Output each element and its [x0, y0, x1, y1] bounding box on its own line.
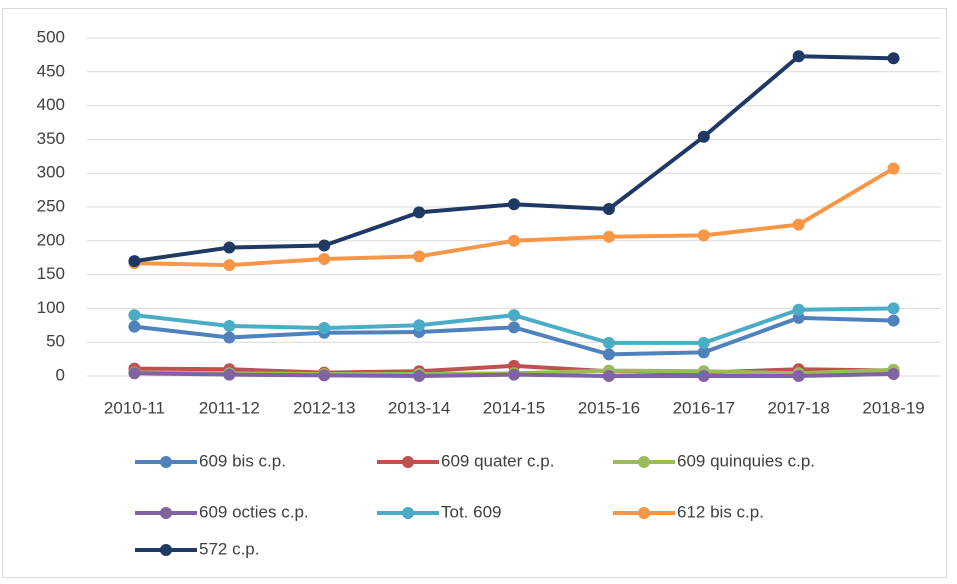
legend-swatch-marker — [402, 507, 414, 519]
legend-swatch-marker — [402, 456, 414, 468]
x-tick-label: 2010-11 — [104, 398, 165, 417]
legend-swatch-marker — [160, 507, 172, 519]
point — [413, 319, 426, 332]
point — [602, 336, 615, 349]
legend-swatch-marker — [638, 456, 650, 468]
y-tick-label: 250 — [37, 196, 65, 215]
y-tick-label: 150 — [37, 264, 65, 283]
legend-label: 609 quinquies c.p. — [677, 451, 815, 470]
y-tick-label: 0 — [56, 365, 65, 384]
point — [697, 336, 710, 349]
point — [318, 369, 331, 382]
y-tick-label: 350 — [37, 129, 65, 148]
point — [792, 50, 805, 63]
point — [602, 230, 615, 243]
point — [413, 370, 426, 382]
point — [697, 130, 710, 143]
point — [792, 370, 805, 382]
x-tick-label: 2011-12 — [199, 398, 260, 417]
x-tick-label: 2017-18 — [767, 398, 829, 417]
legend-swatch-marker — [160, 544, 172, 556]
point — [697, 346, 710, 359]
point — [508, 321, 520, 334]
point — [318, 253, 331, 266]
point — [128, 255, 141, 268]
point — [508, 368, 520, 381]
chart-frame — [2, 8, 947, 578]
point — [792, 218, 805, 231]
x-tick-label: 2016-17 — [673, 398, 735, 417]
point — [223, 259, 236, 272]
y-tick-label: 200 — [37, 230, 65, 249]
y-tick-label: 400 — [37, 95, 65, 114]
legend-label: 609 quater c.p. — [441, 451, 554, 470]
x-tick-label: 2015-16 — [578, 398, 640, 417]
point — [887, 302, 900, 315]
point — [508, 309, 520, 322]
point — [887, 367, 900, 380]
point — [128, 367, 141, 380]
point — [413, 206, 426, 219]
point — [697, 370, 710, 382]
y-tick-label: 100 — [37, 298, 65, 317]
x-tick-label: 2013-14 — [388, 398, 450, 417]
y-tick-label: 450 — [37, 61, 65, 80]
x-tick-label: 2014-15 — [483, 398, 545, 417]
point — [508, 234, 520, 247]
legend-label: 572 c.p. — [199, 539, 260, 558]
point — [602, 370, 615, 382]
point — [223, 319, 236, 332]
point — [128, 309, 141, 322]
point — [602, 203, 615, 216]
legend-label: Tot. 609 — [441, 502, 502, 521]
legend-swatch-marker — [638, 507, 650, 519]
x-tick-label: 2012-13 — [293, 398, 355, 417]
y-tick-label: 300 — [37, 163, 65, 182]
point — [602, 348, 615, 361]
x-tick-label: 2018-19 — [862, 398, 924, 417]
point — [223, 331, 236, 344]
legend-swatch-marker — [160, 456, 172, 468]
point — [413, 250, 426, 263]
point — [887, 52, 900, 65]
point — [223, 368, 236, 381]
y-tick-label: 500 — [37, 27, 65, 46]
point — [128, 320, 141, 333]
point — [887, 162, 900, 175]
legend-label: 609 octies c.p. — [199, 502, 309, 521]
legend-label: 612 bis c.p. — [677, 502, 764, 521]
point — [318, 322, 331, 335]
point — [508, 198, 520, 211]
point — [223, 241, 236, 254]
point — [697, 229, 710, 242]
legend-label: 609 bis c.p. — [199, 451, 286, 470]
point — [792, 303, 805, 316]
point — [318, 239, 331, 252]
y-tick-label: 50 — [46, 332, 65, 351]
point — [887, 314, 900, 327]
